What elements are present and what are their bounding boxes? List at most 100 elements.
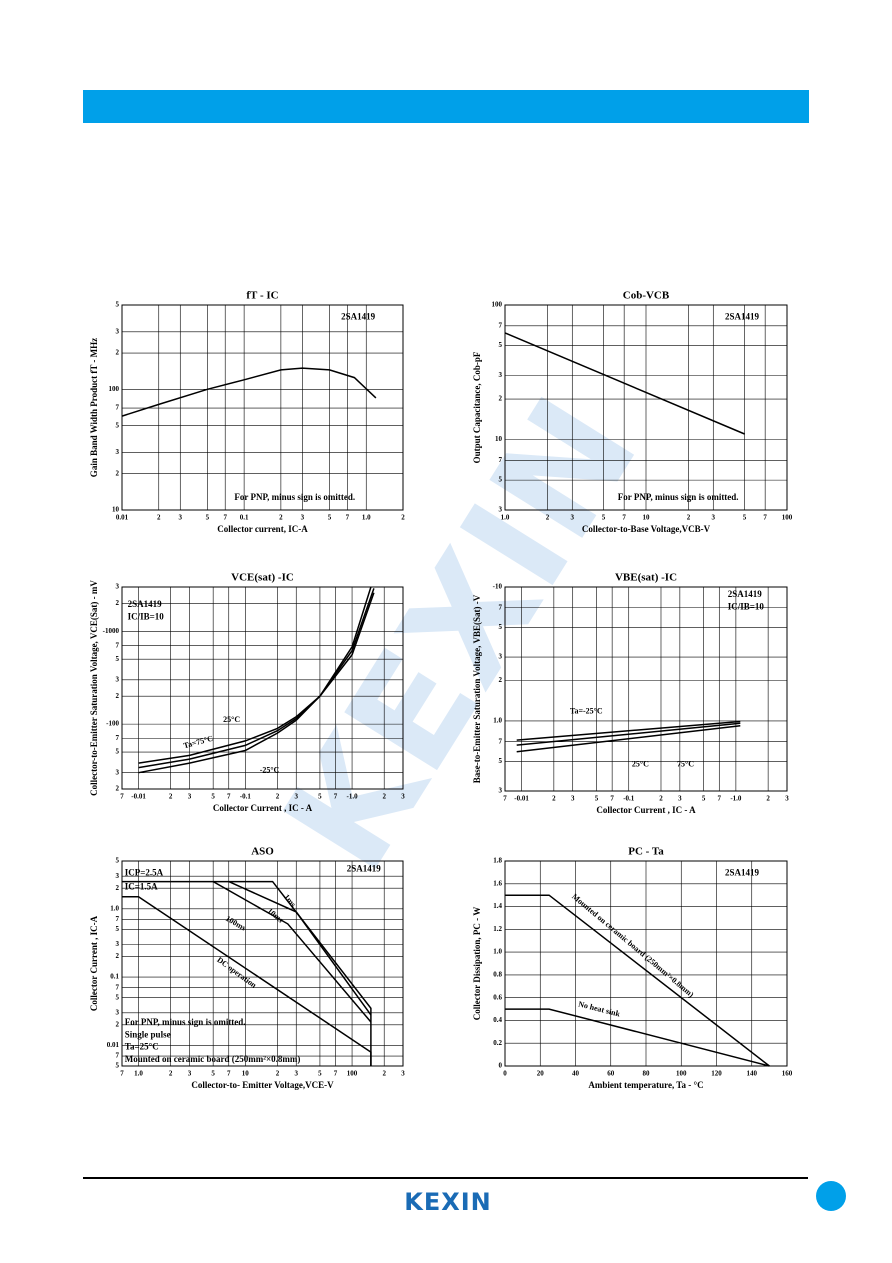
x-tick-label: 7 [120,1070,124,1078]
x-axis-label: Collector-to- Emitter Voltage,VCE-V [191,1080,334,1090]
annotation: ICP=2.5A [125,867,164,877]
chart-title: ASO [251,846,274,858]
y-tick-label: 5 [499,623,503,631]
y-tick-label: 0.2 [493,1039,502,1047]
x-tick-label: 5 [602,514,606,522]
annotation: Single pulse [125,1029,171,1039]
plot-frame [504,586,788,792]
x-tick-label: 40 [572,1070,580,1078]
y-tick-label: 7 [116,983,120,991]
x-tick-label: 3 [712,514,716,522]
page-dot [816,1181,846,1211]
x-tick-label: 7 [120,793,124,801]
y-tick-label: 3 [499,506,503,514]
series-label: Ta=75°C [182,734,214,751]
x-tick-label: 2 [382,793,386,801]
chart-title: Cob-VCB [623,290,670,302]
plot-frame [504,304,788,511]
x-axis-label: Collector current, IC-A [217,524,308,534]
x-tick-label: 0 [503,1070,507,1078]
y-tick-label: 2 [499,676,503,684]
y-tick-label: 3 [116,448,120,456]
series-line [505,894,770,1067]
x-tick-label: 2 [659,795,663,803]
x-tick-label: 80 [643,1070,651,1078]
x-tick-label: 5 [318,1070,322,1078]
y-tick-label: -1000 [103,627,120,635]
y-tick-label: 0.4 [493,1016,502,1024]
y-tick-label: 3 [499,371,503,379]
y-tick-label: 2 [116,349,120,357]
annotation: 2SA1419 [347,863,382,873]
x-tick-label: 3 [301,514,305,522]
x-tick-label: 2 [382,1070,386,1078]
annotation: Mounted on ceramic board (250mm²×0.8mm) [125,1054,301,1064]
series-line [138,588,375,769]
annotation: 2SA1419 [128,599,163,609]
x-tick-label: 100 [676,1070,687,1078]
y-tick-label: 1.0 [493,948,502,956]
y-tick-label: 5 [116,993,120,1001]
series-label: -25°C [260,766,280,775]
series-label: 25°C [223,715,240,724]
x-tick-label: 5 [211,1070,215,1078]
y-tick-label: 100 [492,301,503,309]
x-tick-label: 1.0 [501,514,510,522]
x-tick-label: 7 [622,514,626,522]
y-axis-label: Output Capacitance, Cob-pF [472,351,482,463]
annotation: 2SA1419 [725,311,760,321]
x-tick-label: 2 [157,514,161,522]
series-label: 25°C [632,759,649,768]
y-tick-label: 1.4 [493,902,502,910]
series-label: 75°C [677,759,694,768]
y-tick-label: 3 [116,768,120,776]
y-tick-label: 5 [116,421,120,429]
plot-frame [121,586,404,790]
x-tick-label: 7 [334,793,338,801]
x-tick-label: 60 [607,1070,615,1078]
y-tick-label: 10 [112,506,120,514]
x-tick-label: 20 [537,1070,545,1078]
y-tick-label: 2 [499,395,503,403]
y-tick-label: 5 [116,857,120,865]
x-tick-label: 7 [763,514,767,522]
x-tick-label: -0.01 [514,795,529,803]
y-tick-label: 0.1 [110,973,119,981]
y-tick-label: 5 [116,655,120,663]
y-tick-label: 5 [116,301,120,309]
y-tick-label: 1.0 [110,904,119,912]
chart-title: VBE(sat) -IC [615,572,677,584]
x-tick-label: 10 [242,1070,250,1078]
x-axis-label: Collector-to-Base Voltage,VCB-V [582,524,711,534]
y-tick-label: 7 [499,603,503,611]
x-tick-label: 2 [546,514,550,522]
annotation: Ta=25°C [125,1042,159,1052]
y-tick-label: 7 [499,737,503,745]
y-tick-label: 7 [116,915,120,923]
x-tick-label: 3 [571,795,575,803]
x-tick-label: 2 [401,514,405,522]
y-tick-label: 0.8 [493,970,502,978]
x-tick-label: 1.0 [134,1070,143,1078]
x-tick-label: 160 [782,1070,793,1078]
x-tick-label: 5 [328,514,332,522]
chart-title: PC - Ta [628,846,664,858]
y-tick-label: 5 [499,757,503,765]
y-tick-label: 5 [499,341,503,349]
x-tick-label: 5 [211,793,215,801]
y-tick-label: 2 [116,469,120,477]
y-tick-label: 5 [499,476,503,484]
y-tick-label: 2 [116,785,120,793]
chart-title: VCE(sat) -IC [231,572,294,584]
x-axis-label: Collector Current , IC - A [213,803,313,813]
x-axis-label: Ambient temperature, Ta - °C [588,1080,703,1090]
x-tick-label: 2 [552,795,556,803]
x-tick-label: 1.0 [362,514,371,522]
x-tick-label: 3 [571,514,575,522]
y-tick-label: 3 [116,583,120,591]
y-tick-label: 10 [495,435,503,443]
x-tick-label: 0.01 [116,514,129,522]
y-tick-label: 3 [116,940,120,948]
x-tick-label: -1.0 [730,795,742,803]
